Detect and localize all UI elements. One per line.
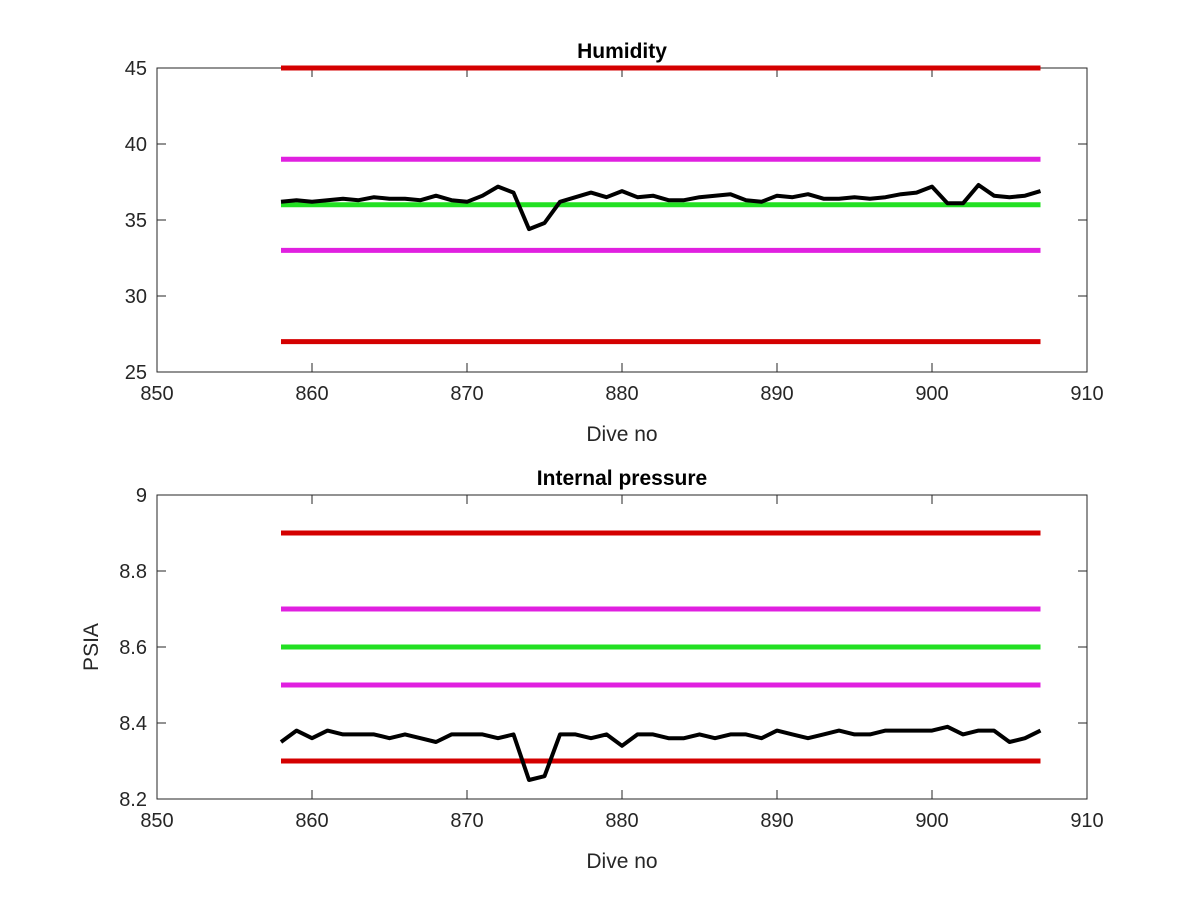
- pressure-y-tick-label: 8.6: [119, 637, 147, 659]
- humidity-x-tick-label: 890: [760, 383, 793, 405]
- pressure-series-line: [279, 724, 1042, 782]
- humidity-x-tick-label: 870: [450, 383, 483, 405]
- pressure-x-tick-label: 880: [605, 810, 638, 832]
- pressure-y-tick-label: 8.4: [119, 713, 147, 735]
- humidity-x-tick-label: 860: [295, 383, 328, 405]
- humidity-x-tick-label: 880: [605, 383, 638, 405]
- humidity-y-tick-label: 45: [125, 58, 147, 80]
- pressure-y-tick-label: 8.8: [119, 561, 147, 583]
- humidity-y-tick-label: 35: [125, 210, 147, 232]
- pressure-x-tick-label: 910: [1070, 810, 1103, 832]
- humidity-x-tick-label: 900: [915, 383, 948, 405]
- humidity-y-tick-label: 25: [125, 362, 147, 384]
- humidity-plot-area: 850 860 870 880 890 900 910 25 30 35 40 45: [125, 58, 1104, 405]
- pressure-x-axis-label: Dive no: [586, 850, 657, 873]
- pressure-x-tick-label: 890: [760, 810, 793, 832]
- pressure-x-tick-label: 850: [140, 810, 173, 832]
- pressure-x-tick-label: 860: [295, 810, 328, 832]
- pressure-x-tick-label: 900: [915, 810, 948, 832]
- pressure-x-tick-label: 870: [450, 810, 483, 832]
- pressure-y-axis-label: PSIA: [80, 623, 103, 671]
- humidity-axes: [156, 67, 1088, 373]
- humidity-x-tick-label: 850: [140, 383, 173, 405]
- humidity-x-axis-label: Dive no: [586, 423, 657, 446]
- humidity-y-tick-label: 40: [125, 134, 147, 156]
- humidity-y-tick-label: 30: [125, 286, 147, 308]
- humidity-series-line: [280, 183, 1042, 232]
- pressure-plot-area: 850 860 870 880 890 900 910 8.2 8.4 8.6 8.8 9: [119, 485, 1104, 832]
- humidity-chart: 850 860 870 880 890 900 910 25 30 35 40 45 Humidity…: [125, 40, 1104, 446]
- pressure-chart: 850 860 870 880 890 900 910 8.2 8.4 8.6 8.8 9 Inter…: [80, 467, 1104, 873]
- pressure-y-tick-label: 8.2: [119, 789, 147, 811]
- humidity-x-tick-label: 910: [1070, 383, 1103, 405]
- humidity-title: Humidity: [577, 40, 667, 63]
- pressure-y-tick-label: 9: [136, 485, 147, 507]
- pressure-title: Internal pressure: [537, 467, 707, 490]
